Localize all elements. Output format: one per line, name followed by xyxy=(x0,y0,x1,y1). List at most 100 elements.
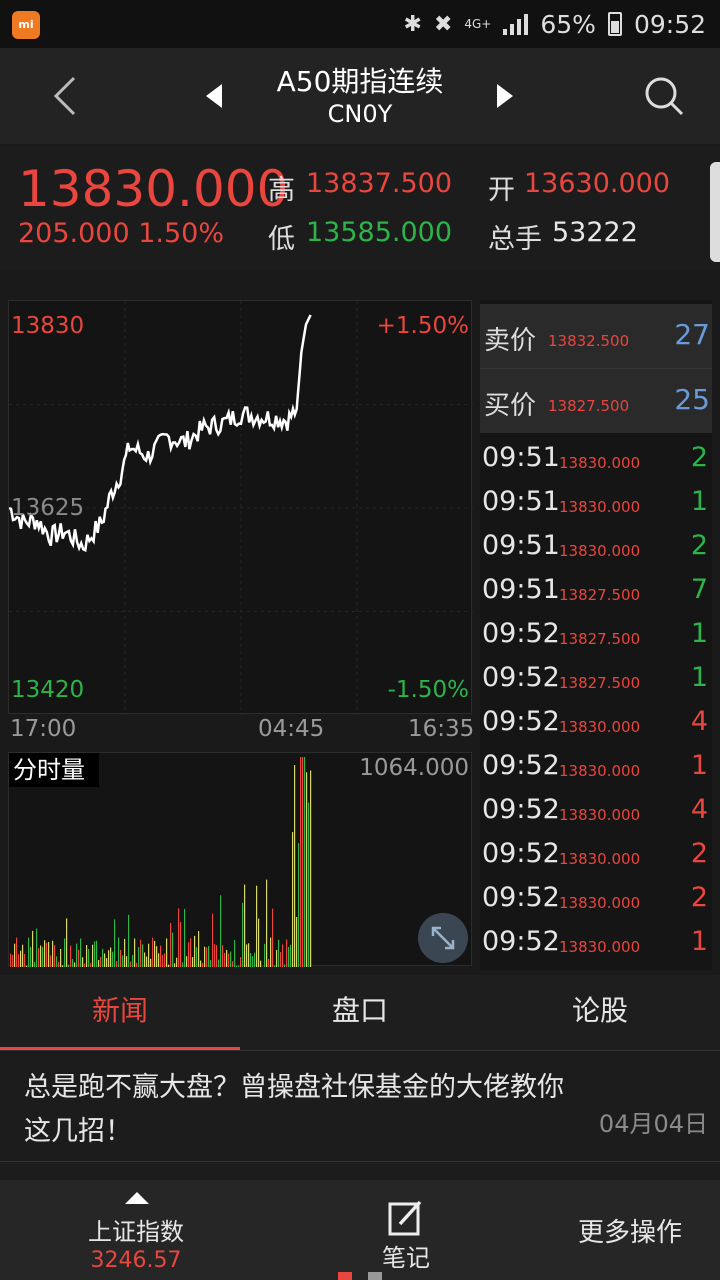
ask-price: 13832.500 xyxy=(548,332,630,350)
volume-bar xyxy=(30,947,32,967)
bid-row[interactable]: 买价 13827.500 25 xyxy=(480,369,712,433)
tab-orderbook[interactable]: 盘口 xyxy=(331,994,388,1027)
index-name[interactable]: 上证指数 xyxy=(88,1218,184,1246)
volume-bar xyxy=(184,908,186,967)
volume-bar xyxy=(208,945,210,967)
volume-bar xyxy=(128,914,130,967)
volume-bar xyxy=(242,902,244,967)
trade-qty: 2 xyxy=(690,530,708,561)
volume-bar xyxy=(20,950,22,967)
bid-price: 13827.500 xyxy=(548,397,630,415)
last-price: 13830.000 xyxy=(18,160,289,218)
volume-bar xyxy=(114,919,116,967)
volume-bar xyxy=(136,962,138,967)
ask-row[interactable]: 卖价 13832.500 27 xyxy=(480,304,712,368)
side-drawer-handle[interactable] xyxy=(710,162,720,262)
volume-bar xyxy=(60,948,62,967)
volume-bar xyxy=(138,947,140,967)
tab-news[interactable]: 新闻 xyxy=(91,994,148,1027)
volume-bar xyxy=(186,956,188,967)
volume-bar xyxy=(12,954,14,967)
next-contract-icon[interactable] xyxy=(497,84,513,108)
volume-bar xyxy=(142,944,144,967)
time-mid: 04:45 xyxy=(258,716,325,742)
volume-bar xyxy=(174,963,176,967)
volume-bar xyxy=(284,964,286,967)
volume-bar xyxy=(110,947,112,967)
back-chevron-icon[interactable] xyxy=(48,76,84,116)
volume-bar xyxy=(160,945,162,967)
volume-bar xyxy=(106,958,108,967)
volume-bar xyxy=(200,960,202,967)
volume-bar xyxy=(216,945,218,967)
volume-bar xyxy=(170,922,172,967)
trade-time: 09:52 xyxy=(482,706,560,737)
volume-bar xyxy=(78,949,80,967)
trade-price: 13827.500 xyxy=(559,586,641,604)
volume-bar xyxy=(70,945,72,967)
volume-bar xyxy=(38,948,40,967)
volume-bar xyxy=(154,940,156,967)
high-value: 13837.500 xyxy=(306,168,453,199)
volume-bar xyxy=(72,959,74,967)
volume-bar xyxy=(166,938,168,967)
trade-price: 13830.000 xyxy=(559,498,641,516)
expand-icon[interactable] xyxy=(418,913,468,963)
volume-bar xyxy=(104,953,106,967)
volume-bar xyxy=(116,961,118,967)
volume-bar xyxy=(42,947,44,967)
index-value: 3246.57 xyxy=(90,1248,182,1273)
volume-bar xyxy=(222,945,224,967)
volume-bar xyxy=(168,964,170,967)
trade-time: 09:52 xyxy=(482,838,560,869)
volume-bar xyxy=(228,953,230,967)
volume-bar xyxy=(100,956,102,967)
intraday-chart[interactable]: 13830 +1.50% 13625 13420 -1.50% xyxy=(8,300,473,715)
contract-code: CN0Y xyxy=(327,100,393,128)
volume-bar xyxy=(40,945,42,967)
price-change: 205.000 1.50% xyxy=(18,218,225,249)
trade-row: 09:52 13827.500 1 xyxy=(480,616,712,660)
volume-bar xyxy=(112,951,114,967)
volume-bar xyxy=(236,965,238,967)
status-bar: mi ✱ ✖ 4G+ 65% 09:52 xyxy=(0,0,720,48)
status-icons: ✱ ✖ 4G+ 65% 09:52 xyxy=(404,0,707,48)
prev-contract-icon[interactable] xyxy=(206,84,222,108)
trade-price: 13830.000 xyxy=(559,894,641,912)
volume-bar xyxy=(244,884,246,967)
expand-up-icon[interactable] xyxy=(125,1192,149,1204)
volume-bar xyxy=(54,945,56,967)
time-end: 16:35 xyxy=(408,716,475,742)
contract-title: A50期指连续 xyxy=(276,65,444,98)
tab-forum[interactable]: 论股 xyxy=(571,994,628,1027)
volume-bar xyxy=(158,953,160,967)
trade-price: 13830.000 xyxy=(559,762,641,780)
volume-bar xyxy=(266,879,268,967)
volume-bar xyxy=(122,955,124,967)
volume-bar xyxy=(308,802,310,967)
trade-qty: 1 xyxy=(690,486,708,517)
volume-bar xyxy=(304,757,306,967)
trade-row: 09:52 13830.000 4 xyxy=(480,792,712,836)
search-icon[interactable] xyxy=(642,74,686,118)
volume-bar xyxy=(164,953,166,967)
volume-bar xyxy=(180,922,182,967)
note-icon[interactable] xyxy=(386,1198,426,1238)
news-title: 总是跑不赢大盘？曾操盘社保基金的大佬教你这几招！ xyxy=(24,1072,564,1147)
volume-max: 1064.000 xyxy=(359,755,469,781)
trade-price: 13830.000 xyxy=(559,454,641,472)
more-actions-button[interactable]: 更多操作 xyxy=(577,1218,682,1248)
top-pct-label: +1.50% xyxy=(376,313,469,339)
volume-bar xyxy=(210,960,212,967)
trade-time: 09:52 xyxy=(482,618,560,649)
volume-bar xyxy=(234,940,236,967)
volume-bar xyxy=(50,955,52,967)
news-item[interactable]: 总是跑不赢大盘？曾操盘社保基金的大佬教你这几招！ 04月04日 xyxy=(0,1052,720,1162)
note-label[interactable]: 笔记 xyxy=(382,1244,430,1272)
battery-percent: 65% xyxy=(540,9,596,39)
volume-bar xyxy=(86,945,88,967)
trade-time: 09:52 xyxy=(482,750,560,781)
volume-bar xyxy=(92,944,94,967)
volume-bar xyxy=(156,946,158,967)
volume-bar xyxy=(212,913,214,967)
